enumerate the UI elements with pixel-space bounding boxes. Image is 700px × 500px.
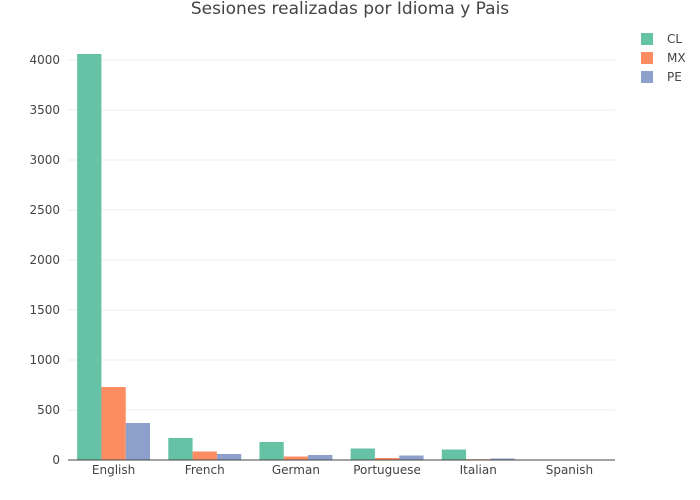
legend-swatch-mx [641,52,653,64]
bar-mx-german[interactable] [283,456,309,461]
bar-mx-english[interactable] [101,387,126,460]
legend-item-cl[interactable]: CL [641,32,682,46]
bars [77,54,606,460]
bar-cl-english[interactable] [77,54,102,460]
x-tick-label-portuguese: Portuguese [353,463,421,477]
legend-item-pe[interactable]: PE [641,70,682,84]
legend-swatch-cl [641,33,653,45]
x-axis-ticks: English French German Portuguese Italian Span… [92,463,593,477]
legend-item-mx[interactable]: MX [641,51,686,65]
y-tick-label-1500: 1500 [29,303,60,317]
x-tick-label-english: English [92,463,135,477]
legend-label-cl: CL [667,32,682,46]
legend-label-pe: PE [667,70,682,84]
x-tick-label-german: German [272,463,320,477]
bar-mx-portuguese[interactable] [374,458,400,460]
x-tick-label-french: French [185,463,225,477]
legend-label-mx: MX [667,51,686,65]
y-tick-label-1000: 1000 [29,353,60,367]
legend[interactable]: CL MX PE [641,32,686,84]
bar-cl-italian[interactable] [441,449,467,461]
y-tick-label-3000: 3000 [29,153,60,167]
bar-pe-portuguese[interactable] [399,455,424,461]
y-tick-label-2500: 2500 [29,203,60,217]
bar-pe-french[interactable] [216,454,242,460]
bar-cl-french[interactable] [168,438,193,460]
gridlines [68,59,615,411]
x-tick-label-italian: Italian [460,463,497,477]
y-axis-ticks: 0 500 1000 1500 2000 2500 3000 3500 4000 [29,53,60,467]
y-tick-label-0: 0 [52,453,60,467]
x-tick-label-spanish: Spanish [546,463,593,477]
chart-title: Sesiones realizadas por Idioma y Pais [191,0,509,19]
legend-swatch-pe [641,71,653,83]
y-tick-label-3500: 3500 [29,103,60,117]
bar-mx-french[interactable] [192,451,217,461]
y-tick-label-500: 500 [37,403,60,417]
y-tick-label-4000: 4000 [29,53,60,67]
bar-pe-german[interactable] [308,455,333,460]
bar-pe-italian[interactable] [490,458,515,461]
bar-pe-english[interactable] [125,423,151,460]
bar-cl-portuguese[interactable] [350,448,375,461]
y-tick-label-2000: 2000 [29,253,60,267]
bar-cl-german[interactable] [259,442,284,460]
